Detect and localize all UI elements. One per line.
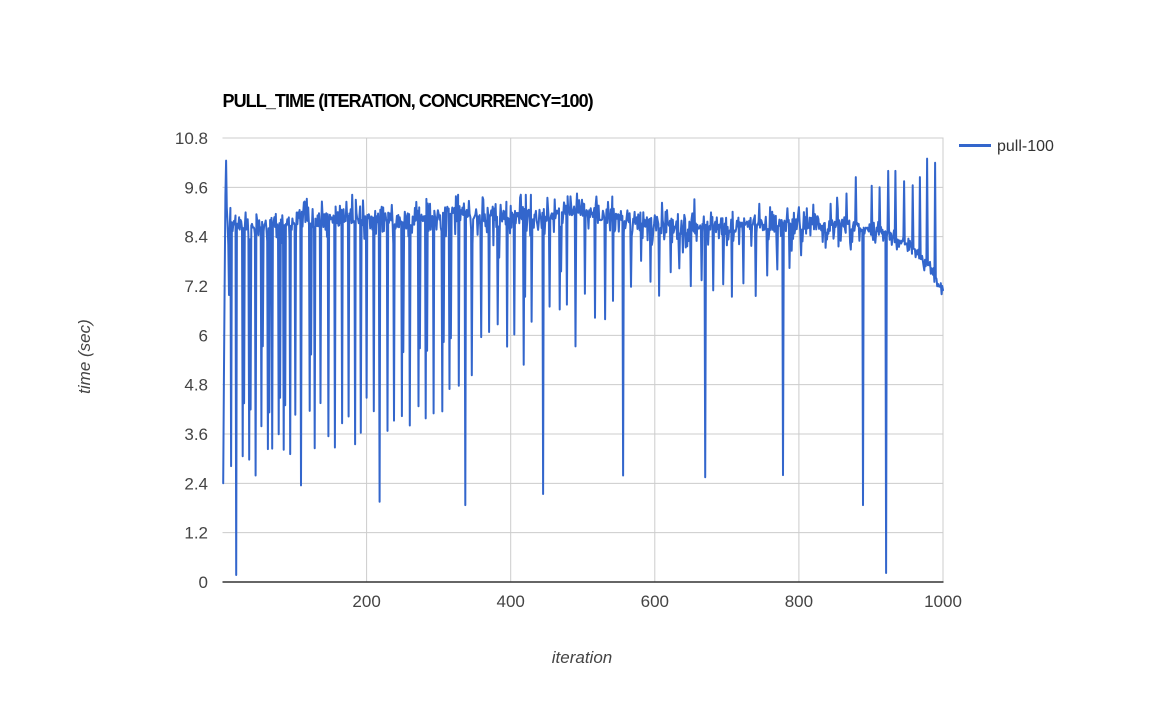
- svg-text:4.8: 4.8: [184, 376, 208, 395]
- svg-text:1000: 1000: [924, 592, 962, 611]
- svg-text:6: 6: [199, 326, 208, 345]
- svg-text:600: 600: [641, 592, 669, 611]
- svg-text:2.4: 2.4: [184, 474, 208, 493]
- svg-text:3.6: 3.6: [184, 425, 208, 444]
- svg-text:time (sec): time (sec): [75, 319, 94, 394]
- svg-text:8.4: 8.4: [184, 228, 208, 247]
- svg-text:1.2: 1.2: [184, 524, 208, 543]
- svg-text:PULL_TIME (ITERATION, CONCURRE: PULL_TIME (ITERATION, CONCURRENCY=100): [223, 91, 594, 111]
- svg-text:iteration: iteration: [552, 648, 612, 667]
- svg-text:400: 400: [497, 592, 525, 611]
- svg-text:10.8: 10.8: [175, 129, 208, 148]
- svg-text:200: 200: [352, 592, 380, 611]
- svg-text:7.2: 7.2: [184, 277, 208, 296]
- svg-text:pull-100: pull-100: [997, 138, 1054, 155]
- svg-text:0: 0: [199, 573, 208, 592]
- svg-text:9.6: 9.6: [184, 178, 208, 197]
- svg-text:800: 800: [785, 592, 813, 611]
